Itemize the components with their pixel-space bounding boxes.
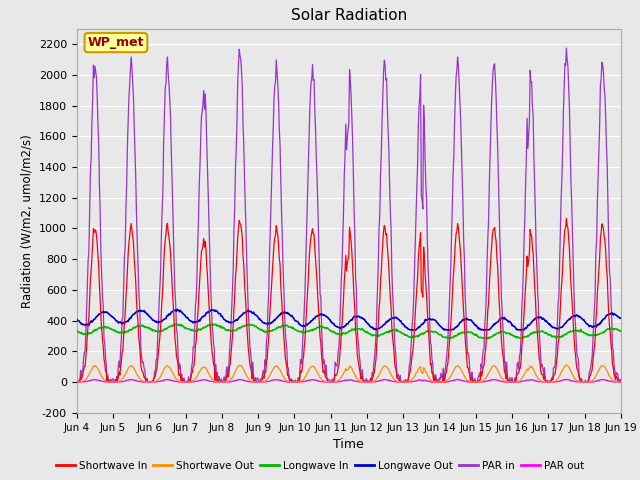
Text: WP_met: WP_met <box>88 36 144 49</box>
Title: Solar Radiation: Solar Radiation <box>291 9 407 24</box>
Y-axis label: Radiation (W/m2, umol/m2/s): Radiation (W/m2, umol/m2/s) <box>20 134 33 308</box>
Legend: Shortwave In, Shortwave Out, Longwave In, Longwave Out, PAR in, PAR out: Shortwave In, Shortwave Out, Longwave In… <box>52 456 588 475</box>
X-axis label: Time: Time <box>333 438 364 451</box>
